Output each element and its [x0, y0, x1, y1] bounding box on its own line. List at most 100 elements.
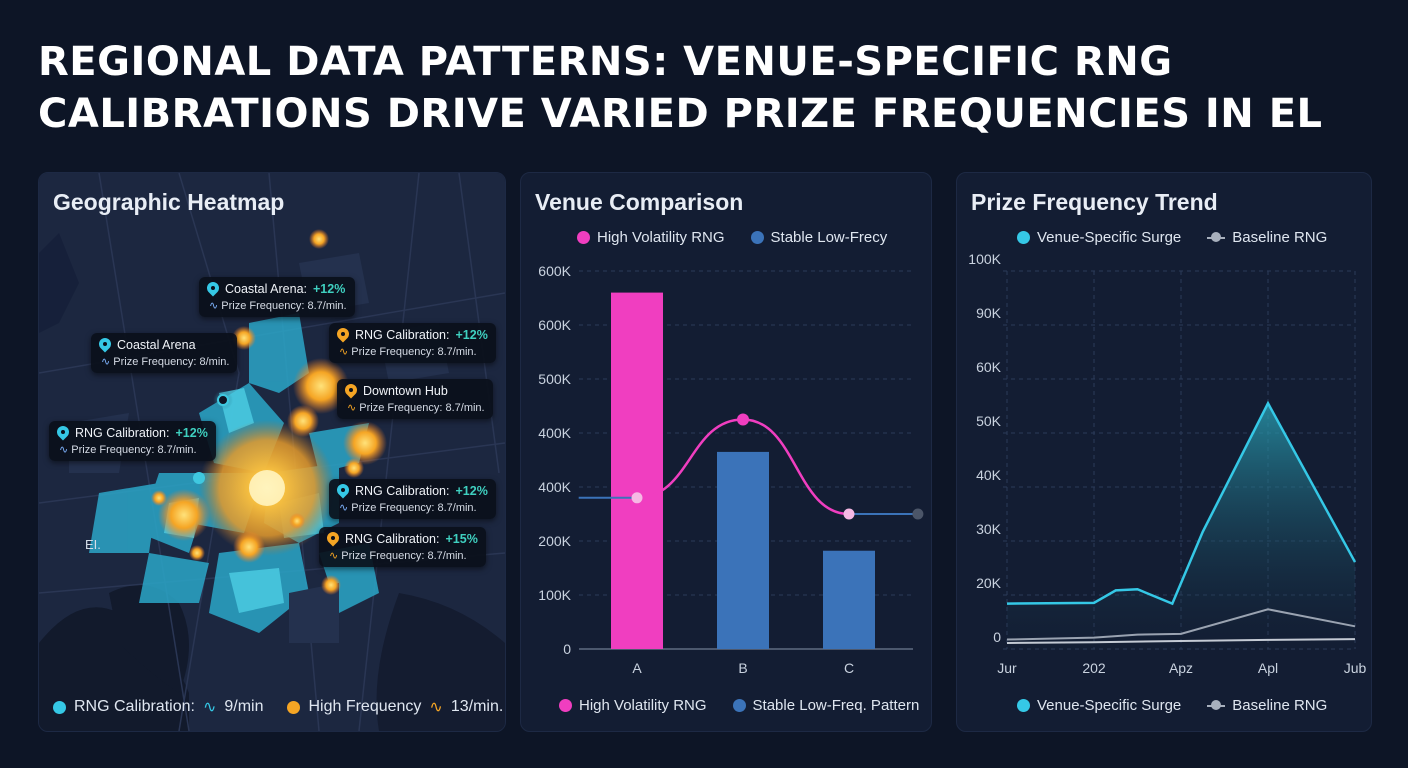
callout-change: +12%: [455, 328, 488, 342]
y-tick-label: 0: [563, 641, 571, 657]
wave-icon: ∿: [202, 699, 217, 716]
x-tick-label: Apz: [1169, 660, 1193, 676]
y-tick-label: 50K: [976, 413, 1002, 429]
legend-label: Venue-Specific Surge: [1037, 697, 1182, 714]
series-line: [1006, 638, 1356, 644]
wave-icon: ∿: [347, 402, 357, 414]
callout-frequency: Prize Frequency: 8.7/min.: [351, 346, 477, 358]
y-tick-label: 500K: [538, 371, 571, 387]
callout-frequency: Prize Frequency: 8.7/min.: [341, 550, 467, 562]
legend-label: High Volatility RNG: [579, 697, 707, 714]
map-pin-icon: [337, 484, 349, 498]
legend-label: Baseline RNG: [1232, 229, 1328, 246]
y-tick-label: 100K: [968, 251, 1001, 267]
callout-name: Coastal Arena: [117, 338, 196, 352]
callout-name: RNG Calibration:: [345, 532, 440, 546]
y-tick-label: 90K: [976, 305, 1002, 321]
wave-icon: ∿: [101, 356, 111, 368]
callout-frequency: Prize Frequency: 8.7/min.: [359, 402, 485, 414]
bar: [717, 451, 769, 649]
callout-name: RNG Calibration:: [75, 426, 170, 440]
series-line: [1006, 608, 1356, 641]
trend-chart: 0 20K 30K 40K 50K 60K 90K 100K Jur 202 Apz Apl Jub: [968, 251, 1367, 676]
venue-comparison-panel: Venue Comparison High Volatility RNG Sta…: [520, 172, 932, 732]
heatmap-panel: Geographic Heatmap EI. Coastal Arena: +1…: [38, 172, 506, 732]
map-pin-icon: [57, 426, 69, 440]
bar: [611, 292, 663, 649]
series-line: [1006, 400, 1357, 606]
gray-line-marker-icon: [1207, 231, 1226, 244]
callout-change: +15%: [445, 532, 478, 546]
venue-legend-bottom: High Volatility RNG Stable Low-Freq. Pat…: [559, 697, 931, 714]
legend-value: 13/min.: [450, 698, 504, 715]
y-tick-label: 30K: [976, 521, 1002, 537]
wave-icon: ∿: [429, 699, 443, 716]
callout-frequency: Prize Frequency: 8.7/min.: [71, 444, 197, 456]
page-title: REGIONAL DATA PATTERNS: VENUE-SPECIFIC R…: [38, 39, 1323, 137]
y-tick-label: 40K: [976, 467, 1002, 483]
magenta-dot-icon: [559, 699, 572, 712]
x-tick-label: 202: [1082, 660, 1106, 676]
y-tick-label: 20K: [976, 575, 1002, 591]
map-callout[interactable]: RNG Calibration: +12% ∿ Prize Frequency:…: [49, 421, 216, 461]
wave-icon: ∿: [59, 444, 69, 456]
venue-legend-top: High Volatility RNG Stable Low-Frecy: [577, 229, 905, 246]
map-pin-icon: [327, 532, 339, 546]
callout-name: Downtown Hub: [363, 384, 448, 398]
x-tick-label: A: [632, 660, 642, 676]
map-callout[interactable]: RNG Calibration: +12% ∿ Prize Frequency:…: [329, 323, 496, 363]
y-tick-label: 400K: [538, 425, 571, 441]
x-tick-label: Jur: [997, 660, 1017, 676]
callout-name: RNG Calibration:: [355, 328, 450, 342]
x-tick-label: Jub: [1344, 660, 1367, 676]
trend-legend-top: Venue-Specific Surge Baseline RNG: [1017, 229, 1345, 246]
map-callout[interactable]: Coastal Arena ∿ Prize Frequency: 8/min.: [91, 333, 238, 373]
y-tick-label: 0: [993, 629, 1001, 645]
cyan-dot-icon: [1017, 699, 1030, 712]
heatmap-map: [39, 173, 505, 731]
area-fill: [1007, 403, 1355, 649]
x-tick-label: Apl: [1258, 660, 1278, 676]
venue-chart: 0 100K 200K 400K 400K 500K 600K 600K A B C: [538, 263, 924, 676]
x-tick-label: B: [738, 660, 747, 676]
trend-chart-title: Prize Frequency Trend: [971, 189, 1218, 215]
data-point: [912, 508, 924, 520]
blue-dot-icon: [750, 231, 764, 244]
cyan-dot-icon: [53, 700, 66, 714]
callout-name: RNG Calibration:: [355, 484, 450, 498]
orange-dot-icon: [287, 700, 301, 714]
data-point: [631, 492, 643, 504]
map-pin-icon: [99, 338, 111, 352]
legend-label: RNG Calibration:: [74, 698, 195, 715]
callout-change: +12%: [455, 484, 488, 498]
callout-frequency: Prize Frequency: 8/min.: [113, 356, 230, 368]
map-callout[interactable]: Coastal Arena: +12% ∿ Prize Frequency: 8…: [199, 277, 355, 317]
callout-name: Coastal Arena:: [225, 282, 307, 296]
legend-label: High Volatility RNG: [597, 229, 725, 246]
map-region-label: EI.: [85, 537, 101, 552]
callout-frequency: Prize Frequency: 8.7/min.: [221, 300, 347, 312]
data-point: [843, 508, 855, 520]
map-callout[interactable]: RNG Calibration: +15% ∿ Prize Frequency:…: [319, 527, 486, 567]
venue-chart-title: Venue Comparison: [535, 189, 744, 215]
cyan-dot-icon: [1017, 231, 1030, 244]
trend-legend-bottom: Venue-Specific Surge Baseline RNG: [1017, 697, 1345, 714]
map-pin-icon: [345, 384, 357, 398]
y-tick-label: 600K: [538, 317, 571, 333]
legend-label: High Frequency: [308, 698, 422, 715]
y-tick-label: 200K: [538, 533, 571, 549]
legend-label: Venue-Specific Surge: [1037, 229, 1182, 246]
callout-change: +12%: [175, 426, 208, 440]
wave-icon: ∿: [329, 550, 339, 562]
map-callout[interactable]: Downtown Hub ∿ Prize Frequency: 8.7/min.: [337, 379, 493, 419]
map-callout[interactable]: RNG Calibration: +12% ∿ Prize Frequency:…: [329, 479, 496, 519]
trend-panel: Prize Frequency Trend Venue-Specific Sur…: [956, 172, 1372, 732]
data-point: [737, 413, 749, 426]
y-tick-label: 600K: [538, 263, 571, 279]
x-tick-label: C: [844, 660, 854, 676]
callout-frequency: Prize Frequency: 8.7/min.: [351, 502, 477, 514]
y-tick-label: 60K: [976, 359, 1002, 375]
map-pin-icon: [337, 328, 349, 342]
blue-dot-icon: [732, 699, 746, 712]
bar: [823, 550, 875, 649]
